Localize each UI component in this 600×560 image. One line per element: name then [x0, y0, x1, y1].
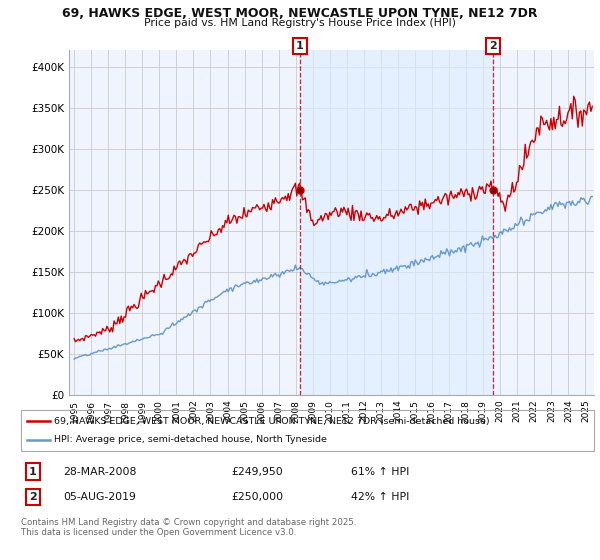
Text: 42% ↑ HPI: 42% ↑ HPI — [351, 492, 409, 502]
Text: £249,950: £249,950 — [231, 466, 283, 477]
Text: 1: 1 — [29, 466, 37, 477]
Text: £250,000: £250,000 — [231, 492, 283, 502]
Text: HPI: Average price, semi-detached house, North Tyneside: HPI: Average price, semi-detached house,… — [54, 436, 327, 445]
Text: Contains HM Land Registry data © Crown copyright and database right 2025.
This d: Contains HM Land Registry data © Crown c… — [21, 518, 356, 538]
Text: 69, HAWKS EDGE, WEST MOOR, NEWCASTLE UPON TYNE, NE12 7DR (semi-detached house): 69, HAWKS EDGE, WEST MOOR, NEWCASTLE UPO… — [54, 417, 490, 426]
Text: Price paid vs. HM Land Registry's House Price Index (HPI): Price paid vs. HM Land Registry's House … — [144, 18, 456, 29]
Text: 2: 2 — [490, 41, 497, 51]
Bar — [300, 50, 493, 395]
Text: 05-AUG-2019: 05-AUG-2019 — [63, 492, 136, 502]
Text: 2: 2 — [29, 492, 37, 502]
Text: 1: 1 — [296, 41, 304, 51]
Text: 69, HAWKS EDGE, WEST MOOR, NEWCASTLE UPON TYNE, NE12 7DR: 69, HAWKS EDGE, WEST MOOR, NEWCASTLE UPO… — [62, 7, 538, 20]
Text: 28-MAR-2008: 28-MAR-2008 — [63, 466, 136, 477]
Text: 61% ↑ HPI: 61% ↑ HPI — [351, 466, 409, 477]
